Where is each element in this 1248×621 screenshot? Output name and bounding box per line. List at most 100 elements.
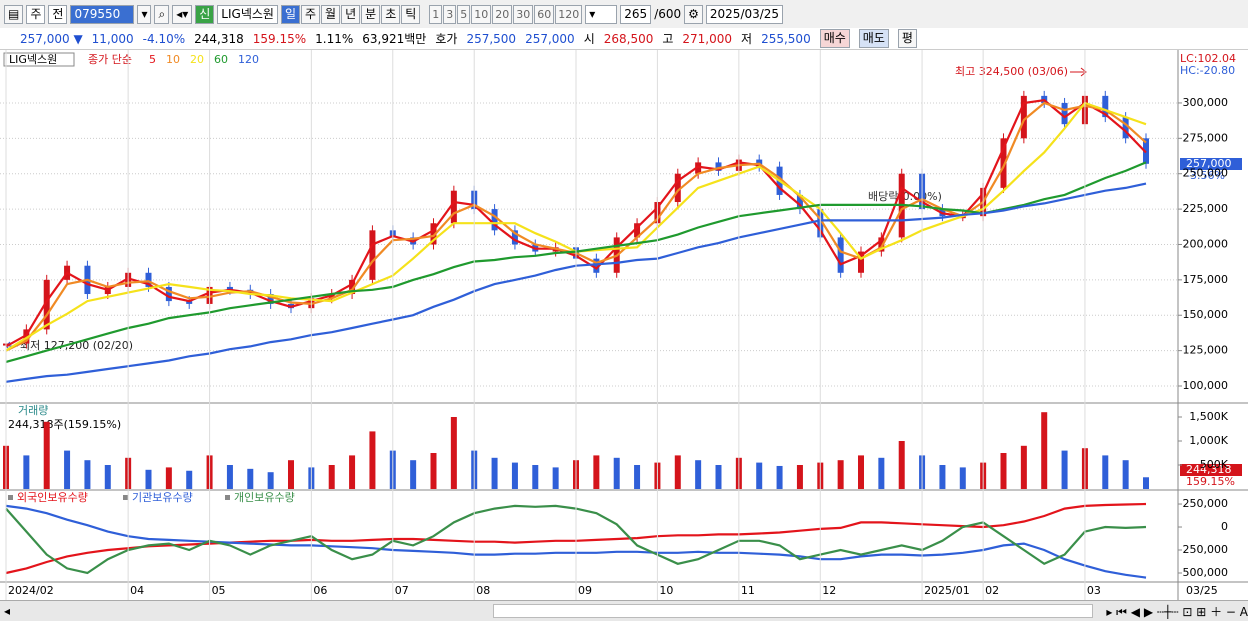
- ask-label: 호가: [435, 32, 458, 46]
- volume-bar: [267, 472, 274, 489]
- legend-title: 종가 단순: [88, 53, 132, 66]
- date-input[interactable]: 2025/03/25: [705, 4, 784, 24]
- candle: [1000, 138, 1007, 188]
- volume-bar: [858, 455, 864, 489]
- candle: [491, 209, 498, 231]
- dropdown[interactable]: ▾: [137, 4, 152, 24]
- x-tick-label: 04: [130, 584, 144, 597]
- interval-button[interactable]: 3: [443, 4, 457, 24]
- legend-swatch: [123, 495, 128, 500]
- y-tick-label: 1,000K: [1189, 434, 1228, 447]
- interval-button[interactable]: 1: [429, 4, 443, 24]
- period-button[interactable]: 월: [321, 4, 341, 24]
- scroll-controls[interactable]: ▸ ⏮ ◀ ▶ ┄┼┄ ⊡ ⊞ ＋ − A: [1106, 604, 1248, 619]
- x-tick-label: 2024/02: [8, 584, 54, 597]
- volume-bar: [165, 467, 172, 489]
- buy-button[interactable]: 매수: [819, 29, 850, 48]
- candle: [430, 223, 437, 245]
- y-tick-label: 100,000: [1183, 379, 1229, 392]
- scroll-left[interactable]: ◂: [4, 604, 11, 618]
- volume-bar: [430, 453, 437, 489]
- volume-bar: [1122, 460, 1129, 489]
- volume-bar: [1020, 445, 1027, 489]
- high: 271,000: [682, 31, 733, 46]
- volume-bar: [959, 467, 966, 489]
- high-annotation: 최고 324,500 (03/06): [955, 65, 1068, 78]
- period-button[interactable]: 틱: [401, 4, 421, 24]
- volume-bar: [410, 460, 417, 489]
- candle: [369, 230, 376, 280]
- candle: [511, 230, 518, 245]
- candle: [878, 237, 885, 252]
- y-tick-label: 200,000: [1183, 237, 1229, 250]
- volume-bar: [1061, 450, 1068, 489]
- search[interactable]: ⌕: [154, 4, 170, 24]
- candle: [267, 294, 274, 304]
- last-change: -3.56%: [1186, 169, 1225, 182]
- price: 257,000 ▼: [20, 31, 83, 46]
- menu-icon[interactable]: ▤: [4, 4, 24, 24]
- candle: [23, 329, 30, 344]
- avg-button[interactable]: 평: [897, 29, 917, 48]
- change: 11,000: [91, 31, 134, 46]
- candle: [593, 258, 600, 273]
- interval-button[interactable]: 10: [471, 4, 492, 24]
- x-tick-label: 02: [985, 584, 999, 597]
- scrollbar[interactable]: ◂ ▸ ⏮ ◀ ▶ ┄┼┄ ⊡ ⊞ ＋ − A: [0, 600, 1248, 621]
- count-input[interactable]: 265: [620, 4, 652, 24]
- amount: 63,921백만: [362, 32, 427, 46]
- sound[interactable]: ◂▾: [172, 4, 193, 24]
- interval-button[interactable]: 30: [513, 4, 534, 24]
- x-tick-label: 09: [578, 584, 592, 597]
- market-select[interactable]: 주: [26, 4, 46, 24]
- candle: [450, 190, 457, 224]
- interval-button[interactable]: 60: [534, 4, 555, 24]
- volume-bar: [898, 441, 905, 489]
- volume-title: 거래량: [18, 404, 48, 417]
- y-tick-label: 500K: [1200, 458, 1229, 471]
- volume-bar: [796, 465, 803, 489]
- period-button[interactable]: 초: [381, 4, 401, 24]
- scroll-thumb[interactable]: [493, 604, 1094, 618]
- chart-tools[interactable]: ⚙: [684, 4, 703, 24]
- period-button[interactable]: 년: [341, 4, 361, 24]
- badge: 신: [195, 4, 215, 24]
- high-label: 고: [662, 32, 674, 46]
- last-volume-tag: [1180, 464, 1242, 476]
- period-button[interactable]: 주: [301, 4, 321, 24]
- interval-button[interactable]: 20: [492, 4, 513, 24]
- period-button[interactable]: 분: [361, 4, 381, 24]
- volume-bar: [756, 462, 763, 489]
- y-tick-label: 125,000: [1183, 344, 1229, 357]
- volume-bar: [634, 465, 641, 489]
- y-tick-label: -250,000: [1179, 543, 1228, 556]
- y-tick-label: 0: [1221, 520, 1228, 533]
- volume-bar: [593, 455, 600, 489]
- interval-button[interactable]: 120: [555, 4, 583, 24]
- candle: [1122, 117, 1129, 139]
- chart: LIG넥스원 종가 단순 최고 324,500 (03/06) 최저 127,2…: [0, 50, 1248, 600]
- code-input[interactable]: 079550: [70, 4, 135, 24]
- x-tick-label: 08: [476, 584, 490, 597]
- x-tick-label: 12: [822, 584, 836, 597]
- volume-bar: [226, 465, 233, 489]
- open: 268,500: [603, 31, 654, 46]
- legend-entry: 120: [238, 53, 259, 66]
- period-button[interactable]: 일: [280, 4, 300, 24]
- legend-swatch: [8, 495, 13, 500]
- prev-select[interactable]: 전: [48, 4, 68, 24]
- sell-button[interactable]: 매도: [858, 29, 889, 48]
- volume-bar: [837, 460, 844, 489]
- interval-select[interactable]: ▾: [585, 4, 618, 24]
- y-tick-label: 250,000: [1183, 497, 1229, 510]
- legend-entry: 5: [149, 53, 156, 66]
- x-tick-label: 03: [1087, 584, 1101, 597]
- candle: [43, 279, 50, 330]
- volume-bar: [552, 467, 559, 489]
- volume-bar: [369, 431, 376, 489]
- x-tick-label: 2025/01: [924, 584, 970, 597]
- interval-button[interactable]: 5: [457, 4, 471, 24]
- legend-entry: 20: [190, 53, 204, 66]
